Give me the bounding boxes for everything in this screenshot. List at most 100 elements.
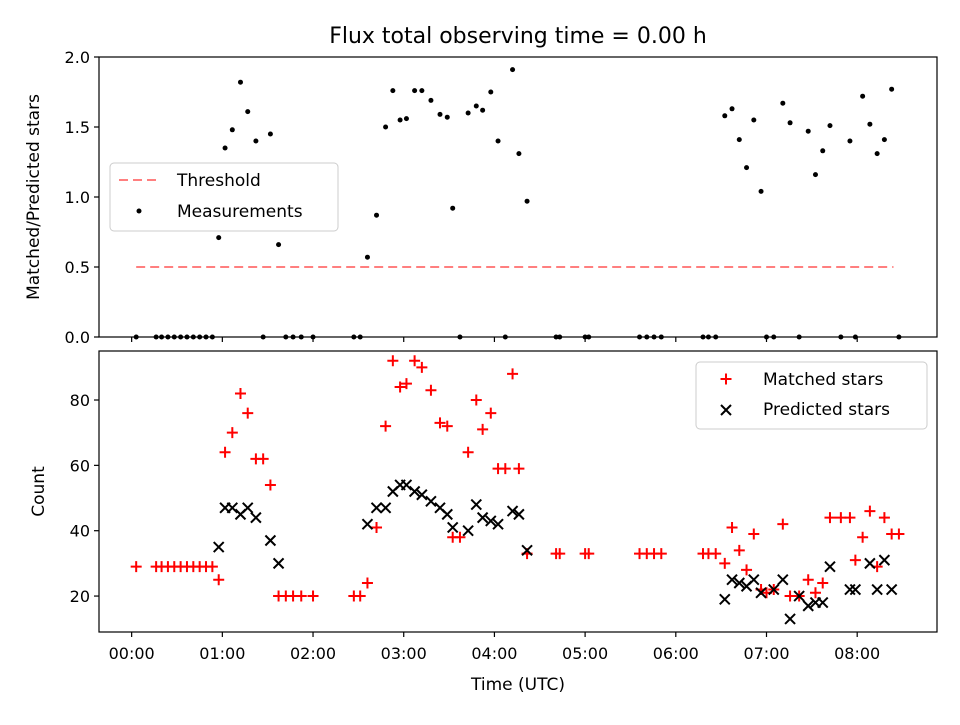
data-point — [454, 531, 466, 543]
data-point — [722, 113, 728, 119]
data-point — [383, 124, 389, 130]
data-point — [222, 145, 228, 151]
data-point — [403, 116, 409, 122]
data-point — [506, 505, 519, 517]
x-tick-label: 08:00 — [834, 644, 880, 663]
y-tick-label: 40 — [70, 522, 90, 541]
data-point — [889, 86, 895, 92]
data-point — [450, 205, 456, 211]
legend-predicted-swatch — [720, 404, 732, 416]
data-point — [416, 489, 428, 501]
legend-matched-swatch — [720, 373, 732, 385]
legend-measurements-swatch — [136, 208, 142, 214]
data-point — [250, 511, 262, 524]
data-point — [521, 544, 533, 557]
data-point — [267, 131, 273, 137]
data-point — [726, 521, 738, 533]
data-point — [473, 103, 479, 109]
y-tick-label: 60 — [70, 456, 90, 475]
data-point — [371, 521, 383, 533]
data-point — [397, 117, 403, 123]
data-point — [441, 508, 453, 521]
data-point — [276, 242, 282, 248]
data-point — [465, 110, 471, 116]
data-point — [787, 120, 793, 126]
data-point — [710, 548, 722, 560]
data-point — [885, 583, 898, 596]
data-point — [524, 198, 530, 204]
data-point — [748, 574, 760, 586]
data-point — [361, 577, 373, 589]
data-point — [234, 387, 246, 399]
data-point — [849, 554, 861, 566]
data-point — [370, 502, 383, 514]
data-point — [844, 583, 856, 596]
data-point — [744, 165, 750, 171]
data-point — [751, 117, 757, 123]
data-point — [390, 88, 396, 94]
data-point — [780, 100, 786, 106]
data-point — [719, 557, 731, 569]
data-point — [768, 583, 780, 596]
data-point — [380, 420, 392, 432]
data-point — [245, 109, 251, 115]
legend: Matched stars Predicted stars — [695, 361, 928, 430]
data-point — [441, 420, 453, 432]
data-point — [729, 106, 735, 112]
data-point — [554, 548, 566, 560]
data-point — [793, 590, 805, 602]
data-point — [510, 67, 516, 73]
data-point — [229, 127, 235, 133]
data-point — [437, 111, 443, 117]
data-point — [361, 518, 374, 530]
data-point — [844, 512, 856, 524]
data-point — [237, 79, 243, 85]
y-tick-label: 1.0 — [65, 188, 90, 207]
data-point — [213, 541, 225, 553]
data-point — [878, 554, 891, 566]
data-point — [226, 502, 239, 514]
data-point — [295, 590, 307, 602]
data-point — [419, 88, 425, 94]
x-tick-label: 01:00 — [199, 644, 245, 663]
data-point — [827, 123, 833, 129]
data-point — [206, 561, 218, 573]
data-point — [741, 564, 753, 576]
data-point — [213, 574, 225, 586]
data-point — [824, 560, 836, 573]
data-point — [847, 138, 853, 144]
y-tick-label: 0.5 — [65, 258, 90, 277]
data-point — [364, 254, 370, 260]
data-point — [817, 596, 829, 609]
data-point — [864, 557, 876, 570]
data-point — [777, 518, 789, 530]
data-point — [462, 446, 474, 458]
data-point — [881, 137, 887, 143]
y-axis-label: Count — [29, 466, 49, 517]
x-tick-label: 03:00 — [381, 644, 427, 663]
data-point — [733, 544, 745, 556]
data-point — [516, 151, 522, 157]
x-tick-label: 05:00 — [562, 644, 608, 663]
data-point — [379, 502, 392, 514]
data-point — [817, 577, 829, 589]
legend: Threshold Measurements — [109, 162, 339, 232]
legend-matched-label: Matched stars — [763, 370, 883, 390]
data-point — [264, 479, 276, 491]
data-point — [374, 212, 380, 218]
data-point — [758, 188, 764, 194]
data-point — [784, 613, 796, 625]
data-point — [733, 577, 745, 589]
data-point — [409, 355, 421, 367]
legend-threshold-label: Threshold — [176, 171, 261, 191]
data-point — [755, 587, 767, 599]
data-point — [857, 531, 869, 543]
data-point — [736, 137, 742, 143]
data-point — [354, 590, 366, 602]
data-point — [513, 508, 525, 521]
data-point — [495, 138, 501, 144]
data-point — [802, 574, 814, 586]
data-point — [428, 97, 434, 103]
